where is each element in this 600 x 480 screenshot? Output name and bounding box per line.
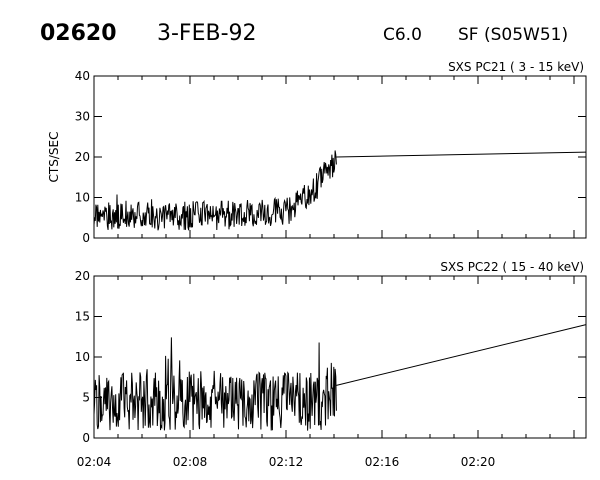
event-date: 3-FEB-92 <box>157 21 257 46</box>
y-tick-label: 0 <box>82 231 90 245</box>
flare-info: SF (S05W51) <box>458 25 568 45</box>
y-tick-label: 10 <box>75 350 90 364</box>
x-tick-label: 02:12 <box>269 455 304 469</box>
y-tick-label: 15 <box>75 310 90 324</box>
goes-class: C6.0 <box>383 25 422 45</box>
panel-pc22: SXS PC22 ( 15 - 40 keV) 0 5 10 15 20 <box>75 260 587 445</box>
series-noise <box>93 337 337 431</box>
y-tick-label: 20 <box>75 150 90 164</box>
x-tick-label: 02:08 <box>173 455 208 469</box>
series-noise <box>93 150 337 231</box>
series <box>93 150 587 231</box>
x-ticks <box>93 76 575 238</box>
y-tick-label: 40 <box>75 69 90 83</box>
y-axis-label: CTS/SEC <box>47 132 61 183</box>
y-tick-label: 0 <box>82 431 90 445</box>
plot-frame <box>93 275 587 439</box>
y-ticks: 0 10 20 30 40 <box>75 69 586 245</box>
x-tick-labels: 02:04 02:08 02:12 02:16 02:20 <box>77 455 496 469</box>
panel-title: SXS PC22 ( 15 - 40 keV) <box>440 260 584 274</box>
x-tick-label: 02:16 <box>365 455 400 469</box>
panel-title: SXS PC21 ( 3 - 15 keV) <box>448 60 584 74</box>
y-ticks: 0 5 10 15 20 <box>75 269 586 445</box>
y-tick-label: 30 <box>75 110 90 124</box>
event-id: 02620 <box>40 21 117 46</box>
x-tick-label: 02:04 <box>77 455 112 469</box>
x-tick-label: 02:20 <box>461 455 496 469</box>
series-line <box>336 324 587 386</box>
series <box>93 324 587 431</box>
y-tick-label: 20 <box>75 269 90 283</box>
y-tick-label: 10 <box>75 191 90 205</box>
y-tick-label: 5 <box>82 391 90 405</box>
panel-pc21: SXS PC21 ( 3 - 15 keV) CTS/SEC 0 10 20 30 40 <box>47 60 587 245</box>
series-line <box>336 151 587 158</box>
x-ticks <box>93 276 575 438</box>
